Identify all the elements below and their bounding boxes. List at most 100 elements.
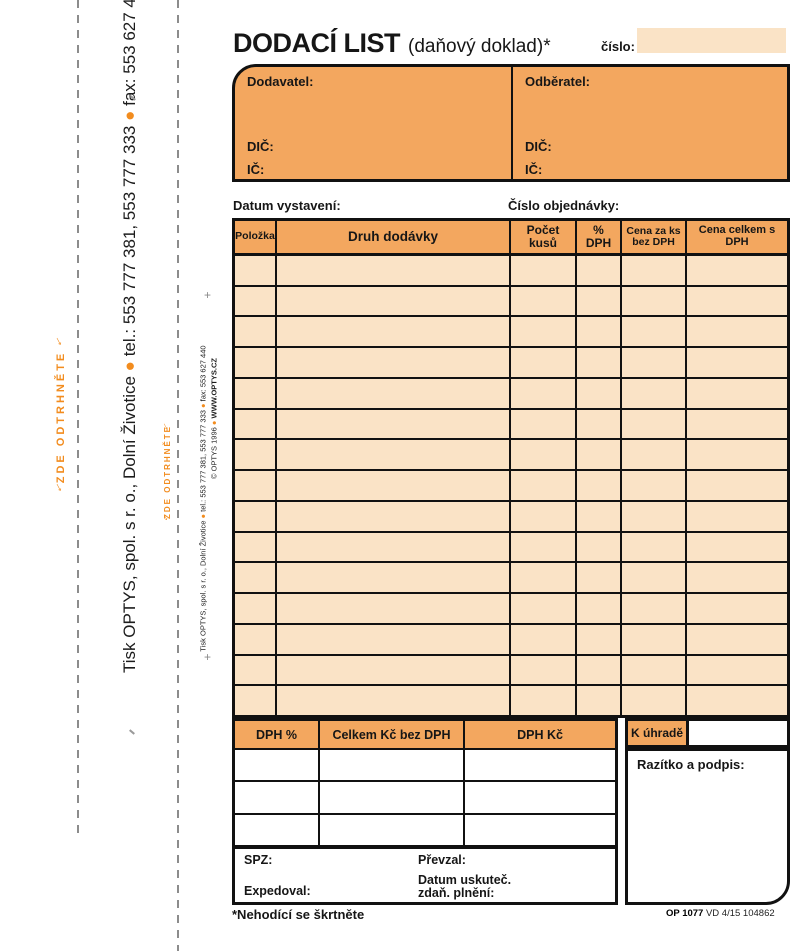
- blank-fill-cell[interactable]: [622, 348, 687, 377]
- blank-fill-cell[interactable]: [277, 532, 511, 562]
- blank-fill-cell[interactable]: [687, 287, 787, 316]
- blank-fill-cell[interactable]: [277, 501, 511, 531]
- blank-fill-cell[interactable]: [235, 624, 277, 654]
- blank-fill-cell[interactable]: [511, 471, 577, 500]
- blank-fill-cell[interactable]: [235, 563, 277, 593]
- blank-fill-cell[interactable]: [277, 256, 511, 285]
- blank-fill-cell[interactable]: [687, 686, 787, 715]
- blank-fill-cell[interactable]: [577, 655, 622, 685]
- blank-fill-cell[interactable]: [577, 378, 622, 408]
- blank-fill-cell[interactable]: [235, 655, 277, 685]
- blank-fill-cell[interactable]: [687, 471, 787, 500]
- blank-fill-cell[interactable]: [622, 286, 687, 316]
- number-input-box[interactable]: [637, 28, 786, 53]
- blank-fill-cell[interactable]: [511, 409, 577, 439]
- blank-fill-cell[interactable]: [235, 750, 320, 781]
- blank-fill-cell[interactable]: [277, 686, 511, 716]
- blank-fill-cell[interactable]: [687, 410, 787, 439]
- blank-fill-cell[interactable]: [622, 594, 687, 623]
- blank-fill-cell[interactable]: [511, 256, 577, 285]
- blank-fill-cell[interactable]: [511, 563, 577, 593]
- blank-fill-cell[interactable]: [511, 317, 577, 347]
- blank-fill-cell[interactable]: [320, 782, 465, 813]
- blank-fill-cell[interactable]: [622, 655, 687, 685]
- blank-fill-cell[interactable]: [277, 624, 511, 654]
- blank-fill-cell[interactable]: [235, 471, 277, 500]
- blank-fill-cell[interactable]: [687, 594, 787, 623]
- blank-fill-cell[interactable]: [622, 256, 687, 285]
- blank-fill-cell[interactable]: [235, 286, 277, 316]
- blank-fill-cell[interactable]: [687, 317, 787, 346]
- blank-fill-cell[interactable]: [622, 501, 687, 531]
- blank-fill-cell[interactable]: [511, 286, 577, 316]
- blank-fill-cell[interactable]: [687, 563, 787, 592]
- blank-fill-cell[interactable]: [235, 348, 277, 377]
- blank-fill-cell[interactable]: [577, 624, 622, 654]
- blank-fill-cell[interactable]: [622, 440, 687, 470]
- blank-fill-cell[interactable]: [687, 656, 787, 685]
- blank-fill-cell[interactable]: [320, 750, 465, 781]
- blank-fill-cell[interactable]: [511, 378, 577, 408]
- blank-fill-cell[interactable]: [687, 502, 787, 531]
- blank-fill-cell[interactable]: [577, 348, 622, 377]
- blank-fill-cell[interactable]: [277, 594, 511, 623]
- blank-fill-cell[interactable]: [511, 532, 577, 562]
- blank-fill-cell[interactable]: [277, 348, 511, 377]
- blank-fill-cell[interactable]: [577, 317, 622, 347]
- to-pay-value-box[interactable]: [689, 721, 787, 745]
- blank-fill-cell[interactable]: [511, 686, 577, 716]
- blank-fill-cell[interactable]: [235, 378, 277, 408]
- blank-fill-cell[interactable]: [277, 440, 511, 470]
- blank-fill-cell[interactable]: [622, 624, 687, 654]
- blank-fill-cell[interactable]: [687, 625, 787, 654]
- blank-fill-cell[interactable]: [277, 409, 511, 439]
- blank-fill-cell[interactable]: [235, 782, 320, 813]
- blank-fill-cell[interactable]: [687, 379, 787, 408]
- blank-fill-cell[interactable]: [511, 594, 577, 623]
- blank-fill-cell[interactable]: [622, 563, 687, 593]
- blank-fill-cell[interactable]: [577, 532, 622, 562]
- blank-fill-cell[interactable]: [235, 317, 277, 347]
- blank-fill-cell[interactable]: [235, 686, 277, 716]
- blank-fill-cell[interactable]: [320, 814, 465, 845]
- blank-fill-cell[interactable]: [577, 686, 622, 716]
- supplier-cell[interactable]: Dodavatel: DIČ: IČ:: [235, 67, 513, 179]
- blank-fill-cell[interactable]: [577, 286, 622, 316]
- blank-fill-cell[interactable]: [511, 440, 577, 470]
- blank-fill-cell[interactable]: [577, 256, 622, 285]
- blank-fill-cell[interactable]: [235, 532, 277, 562]
- blank-fill-cell[interactable]: [622, 317, 687, 347]
- blank-fill-cell[interactable]: [277, 471, 511, 500]
- blank-fill-cell[interactable]: [277, 317, 511, 347]
- blank-fill-cell[interactable]: [277, 655, 511, 685]
- blank-fill-cell[interactable]: [622, 686, 687, 716]
- blank-fill-cell[interactable]: [235, 440, 277, 470]
- customer-cell[interactable]: Odběratel: DIČ: IČ:: [513, 67, 787, 179]
- blank-fill-cell[interactable]: [622, 378, 687, 408]
- blank-fill-cell[interactable]: [235, 409, 277, 439]
- blank-fill-cell[interactable]: [235, 501, 277, 531]
- blank-fill-cell[interactable]: [277, 378, 511, 408]
- blank-fill-cell[interactable]: [511, 501, 577, 531]
- dispatch-box[interactable]: SPZ: Expedoval: Převzal: Datum uskuteč. …: [232, 846, 618, 905]
- blank-fill-cell[interactable]: [577, 471, 622, 500]
- blank-fill-cell[interactable]: [577, 594, 622, 623]
- blank-fill-cell[interactable]: [277, 563, 511, 593]
- stamp-signature-box[interactable]: Razítko a podpis:: [625, 748, 790, 905]
- blank-fill-cell[interactable]: [465, 782, 615, 812]
- blank-fill-cell[interactable]: [577, 440, 622, 470]
- blank-fill-cell[interactable]: [235, 256, 277, 285]
- blank-fill-cell[interactable]: [622, 532, 687, 562]
- blank-fill-cell[interactable]: [687, 440, 787, 469]
- blank-fill-cell[interactable]: [687, 348, 787, 377]
- blank-fill-cell[interactable]: [577, 501, 622, 531]
- blank-fill-cell[interactable]: [577, 409, 622, 439]
- blank-fill-cell[interactable]: [235, 594, 277, 623]
- blank-fill-cell[interactable]: [465, 815, 615, 845]
- blank-fill-cell[interactable]: [687, 533, 787, 562]
- blank-fill-cell[interactable]: [511, 348, 577, 377]
- blank-fill-cell[interactable]: [235, 814, 320, 845]
- blank-fill-cell[interactable]: [511, 655, 577, 685]
- blank-fill-cell[interactable]: [465, 750, 615, 780]
- blank-fill-cell[interactable]: [622, 409, 687, 439]
